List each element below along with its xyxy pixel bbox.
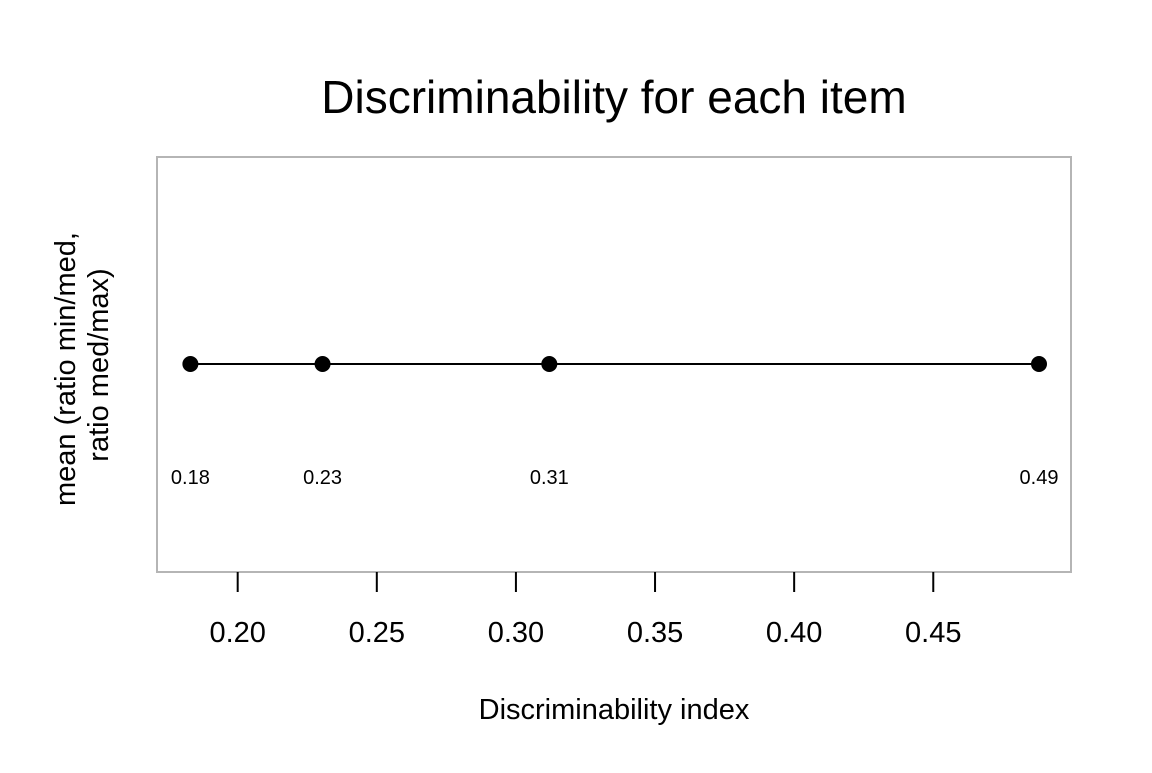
y-axis-label: mean (ratio min/med, ratio med/max) <box>50 224 115 506</box>
x-tick-label: 0.20 <box>209 617 265 649</box>
data-labels: 0.18 0.23 0.31 0.49 <box>171 467 1059 489</box>
x-axis-label: Discriminability index <box>479 694 750 726</box>
data-label: 0.18 <box>171 467 210 489</box>
data-label: 0.31 <box>530 467 569 489</box>
x-axis: 0.20 0.25 0.30 0.35 0.40 0.45 <box>209 572 962 649</box>
data-point <box>541 356 558 372</box>
y-axis-label-line-2: ratio med/max) <box>83 268 115 461</box>
data-label: 0.49 <box>1020 467 1059 489</box>
x-tick-label: 0.35 <box>627 617 683 649</box>
x-tick-label: 0.30 <box>488 617 544 649</box>
data-point <box>182 356 199 372</box>
data-point <box>1031 356 1048 372</box>
data-point <box>314 356 331 372</box>
series-layer <box>182 356 1048 372</box>
x-tick-label: 0.45 <box>905 617 961 649</box>
data-label: 0.23 <box>303 467 342 489</box>
x-tick-label: 0.25 <box>349 617 405 649</box>
x-tick-label: 0.40 <box>766 617 822 649</box>
y-axis-label-line-1: mean (ratio min/med, <box>50 232 82 506</box>
plot-frame <box>156 156 1072 573</box>
chart-title: Discriminability for each item <box>321 71 906 123</box>
